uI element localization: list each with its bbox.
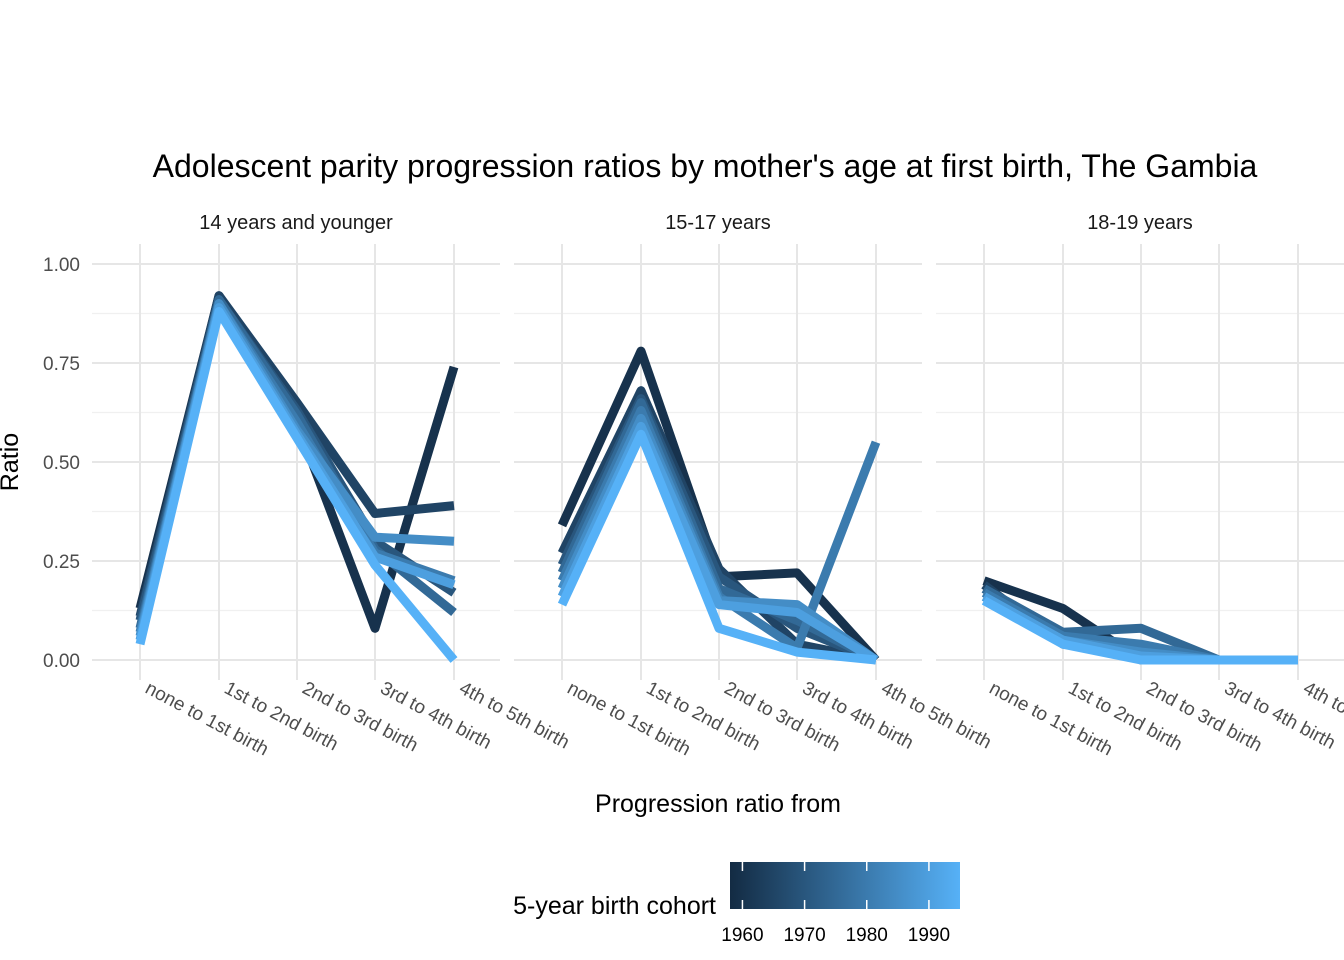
y-tick-label: 0.75 xyxy=(43,354,80,375)
y-axis-ticks: 0.00 0.25 0.50 0.75 1.00 xyxy=(43,255,80,672)
y-tick-label: 1.00 xyxy=(43,255,80,276)
y-tick-label: 0.00 xyxy=(43,651,80,672)
series-line-cohort-1995 xyxy=(981,596,1298,665)
facet-strip-label: 18-19 years xyxy=(1087,212,1193,234)
legend-title: 5-year birth cohort xyxy=(513,892,716,920)
facet-strip-label: 14 years and younger xyxy=(199,212,393,234)
legend-tick-label: 1970 xyxy=(783,925,825,946)
legend-tick-label: 1980 xyxy=(846,925,888,946)
series-line-cohort-1995 xyxy=(135,307,458,663)
x-axis-title: Progression ratio from xyxy=(595,790,841,818)
chart-title: Adolescent parity progression ratios by … xyxy=(153,148,1258,184)
legend-tick-label: 1960 xyxy=(721,925,763,946)
legend-tick-label: 1990 xyxy=(908,925,950,946)
series-line-cohort-1995 xyxy=(557,429,877,665)
y-tick-label: 0.25 xyxy=(43,552,80,573)
y-axis-title: Ratio xyxy=(0,433,24,491)
y-tick-label: 0.50 xyxy=(43,453,80,474)
legend-colorbar xyxy=(730,862,960,909)
legend: 5-year birth cohort 1960 1970 1980 1990 xyxy=(513,862,960,946)
facet-strip-label: 15-17 years xyxy=(665,212,771,234)
